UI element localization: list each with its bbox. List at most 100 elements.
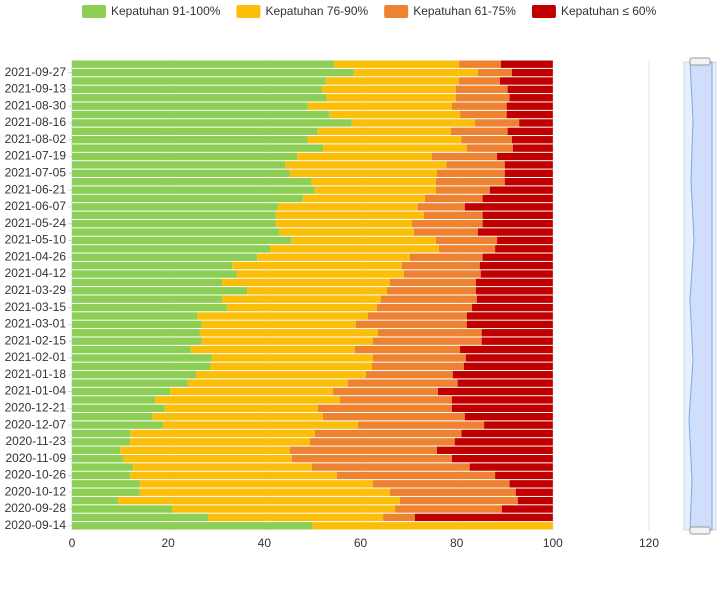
bar-segment [511, 136, 553, 144]
bar-segment [477, 68, 512, 77]
bar-segment [289, 446, 437, 454]
bar-segment [152, 413, 323, 421]
bar-segment [72, 421, 163, 429]
bar-segment [329, 110, 461, 119]
legend-swatch [82, 5, 106, 18]
bar-segment [466, 144, 513, 152]
bar-segment [172, 505, 396, 513]
bar-segment [354, 345, 461, 354]
y-tick-label: 2021-03-01 [5, 317, 67, 331]
bar-segment [275, 211, 424, 219]
legend-swatch [384, 5, 409, 18]
bar-segment [72, 236, 292, 245]
bar-segment [118, 496, 400, 505]
navigator[interactable] [683, 57, 717, 535]
bar-segment [517, 496, 553, 505]
bar-segment [72, 480, 140, 488]
bar-segment [155, 396, 340, 404]
bar-segment [377, 329, 482, 337]
bar-segment [130, 438, 311, 446]
bar-segment [495, 245, 553, 253]
bar-segment [314, 186, 436, 194]
y-tick-label: 2021-02-01 [5, 350, 67, 364]
y-tick-label: 2021-07-19 [5, 149, 67, 163]
bar-segment [72, 270, 237, 278]
bar-segment [461, 136, 512, 144]
bar-segment [334, 60, 460, 68]
y-tick-label: 2021-06-07 [5, 199, 67, 213]
bar-segment [519, 119, 553, 127]
bar-segment [72, 446, 121, 454]
bar-segment [72, 161, 286, 169]
bar-segment [482, 253, 553, 261]
bar-segment [72, 278, 223, 287]
bar-segment [436, 169, 505, 177]
y-tick-label: 2021-08-16 [5, 115, 67, 129]
bar-segment [451, 404, 553, 412]
bar-segment [461, 429, 553, 438]
bar-segment [376, 303, 473, 312]
y-tick-label: 2020-11-09 [6, 451, 67, 465]
bar-segment [72, 245, 271, 253]
navigator-handle[interactable] [689, 526, 711, 535]
bar-segment [72, 152, 298, 161]
y-tick-label: 2021-01-04 [5, 384, 67, 398]
bar-segment [480, 270, 553, 278]
bar-segment [504, 169, 553, 177]
bar-segment [226, 303, 377, 312]
bar-segment [130, 471, 337, 480]
bar-segment [72, 169, 290, 177]
bar-segment [386, 287, 476, 295]
bar-segment [509, 480, 553, 488]
legend-label: Kepatuhan ≤ 60% [561, 4, 657, 18]
bar-segment [72, 438, 131, 446]
bar-segment [72, 186, 315, 194]
bar-segment [317, 127, 451, 136]
legend-label: Kepatuhan 91-100% [111, 4, 221, 18]
bar-segment [339, 396, 452, 404]
bar-segment [72, 488, 140, 496]
bar-segment [170, 387, 334, 396]
bar-segment [133, 463, 312, 471]
bar-segment [307, 136, 462, 144]
bar-segment [489, 186, 553, 194]
bar-segment [452, 371, 553, 379]
bar-segment [270, 245, 439, 253]
bar-segment [481, 337, 553, 345]
bar-segment [460, 345, 553, 354]
y-tick-label: 2020-12-07 [5, 417, 67, 431]
bar-segment [139, 480, 374, 488]
bar-segment [431, 152, 498, 161]
bar-segment [500, 60, 553, 68]
navigator-handle[interactable] [689, 57, 711, 66]
bar-segment [466, 320, 553, 329]
bar-segment [72, 312, 198, 320]
bar-segment [511, 68, 553, 77]
legend-label: Kepatuhan 61-75% [413, 4, 516, 18]
bar-segment [72, 429, 131, 438]
bar-segment [72, 102, 308, 110]
bar-segment [466, 312, 553, 320]
legend-label: Kepatuhan 76-90% [265, 4, 368, 18]
bar-segment [199, 329, 378, 337]
bar-segment [457, 379, 553, 387]
bar-segment [414, 513, 553, 522]
bar-segment [476, 295, 553, 303]
bar-segment [399, 496, 518, 505]
bar-segment [413, 228, 478, 236]
bar-segment [72, 329, 200, 337]
bar-segment [504, 178, 553, 186]
bar-segment [475, 278, 553, 287]
bar-segment [222, 278, 390, 287]
bar-segment [372, 362, 464, 371]
bar-segment [482, 211, 553, 219]
bar-segment [423, 211, 483, 219]
bar-segment [275, 219, 412, 228]
bar-segment [307, 102, 452, 110]
bar-segment [455, 85, 508, 94]
bar-segment [437, 387, 553, 396]
bar-segment [72, 505, 173, 513]
bar-segment [475, 287, 553, 295]
bar-segment [373, 480, 510, 488]
bar-segment [410, 253, 483, 261]
